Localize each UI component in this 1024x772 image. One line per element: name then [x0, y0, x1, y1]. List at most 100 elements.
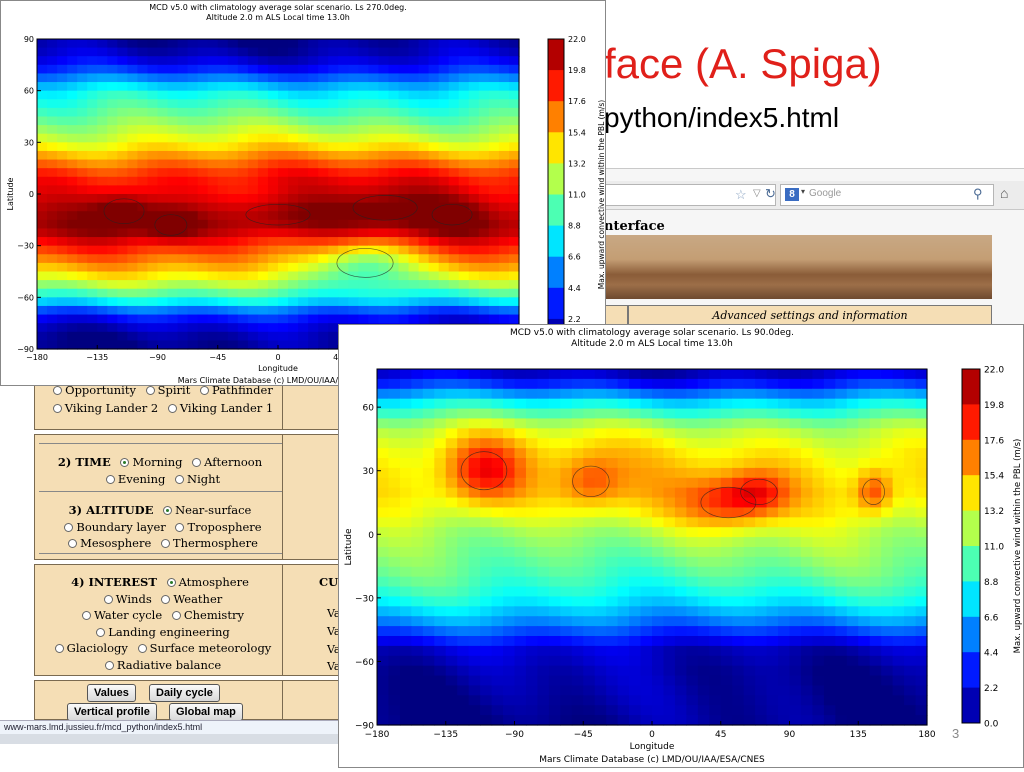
global-map-button[interactable]: Global map: [169, 703, 243, 721]
radio-radiative-balance[interactable]: [104, 661, 114, 670]
heatmap-cell: [288, 39, 299, 49]
heatmap-cell: [755, 418, 768, 429]
heatmap-cell: [408, 280, 420, 290]
radio-opportunity[interactable]: [53, 386, 63, 395]
heatmap-cell: [686, 428, 699, 439]
heatmap-cell: [846, 547, 859, 558]
heatmap-cell: [823, 655, 836, 667]
heatmap-cell: [571, 408, 584, 420]
radio-boundary-layer[interactable]: [64, 523, 74, 532]
heatmap-cell: [428, 219, 440, 230]
heatmap-cell: [388, 547, 401, 558]
heatmap-cell: [328, 219, 339, 230]
heatmap-cell: [217, 194, 229, 204]
heatmap-cell: [237, 73, 249, 83]
radio-atmosphere[interactable]: [166, 578, 176, 587]
radio-night[interactable]: [175, 475, 185, 484]
reload-icon[interactable]: ↻: [765, 186, 776, 201]
heatmap-cell: [800, 606, 814, 617]
heatmap-cell: [904, 517, 917, 528]
heatmap-cell: [388, 438, 401, 449]
heatmap-cell: [434, 705, 447, 716]
heatmap-cell: [468, 378, 481, 390]
heatmap-cell: [892, 586, 905, 598]
radio-afternoon[interactable]: [192, 458, 202, 467]
radio-pathfinder[interactable]: [199, 386, 209, 395]
heatmap-cell: [37, 39, 48, 49]
heatmap-cell: [438, 288, 450, 298]
heatmap-cell: [858, 576, 871, 588]
y-tick-label: 0: [368, 531, 374, 541]
heatmap-cell: [663, 448, 676, 459]
radio-chemistry[interactable]: [171, 611, 181, 620]
google-icon[interactable]: 8: [785, 188, 799, 201]
radio-viking-lander-1[interactable]: [167, 404, 177, 413]
heatmap-cell: [869, 606, 882, 617]
heatmap-cell: [411, 636, 424, 647]
water-cycle-label: Water cycle: [94, 608, 163, 622]
heatmap-cell: [686, 626, 699, 637]
heatmap-cell: [308, 228, 319, 238]
engine-caret-icon[interactable]: ▾: [801, 187, 806, 196]
heatmap-cell: [57, 99, 68, 109]
heatmap-cell: [571, 645, 584, 657]
heatmap-cell: [227, 47, 239, 57]
heatmap-cell: [368, 56, 380, 66]
heatmap-cell: [388, 616, 401, 627]
heatmap-cell: [583, 477, 596, 489]
heatmap-cell: [904, 398, 917, 410]
heatmap-cell: [458, 150, 470, 161]
search-icon[interactable]: ⚲: [973, 186, 983, 201]
heatmap-cell: [117, 116, 128, 126]
heatmap-cell: [915, 428, 928, 439]
heatmap-cell: [915, 695, 928, 706]
radio-spirit[interactable]: [145, 386, 155, 395]
home-icon[interactable]: ⌂: [1000, 185, 1009, 201]
heatmap-cell: [560, 675, 573, 687]
radio-weather[interactable]: [161, 595, 171, 604]
heatmap-cell: [377, 675, 390, 687]
chart-subtitle: Altitude 2.0 m ALS Local time 13.0h: [206, 13, 350, 22]
heatmap-cell: [468, 418, 481, 429]
radio-viking-lander-2[interactable]: [52, 404, 62, 413]
address-bar[interactable]: ☆ ▽ ↻: [604, 184, 776, 206]
radio-winds[interactable]: [103, 595, 113, 604]
heatmap-cell: [411, 408, 424, 420]
radio-surface-meteorology[interactable]: [137, 644, 147, 653]
radio-mesosphere[interactable]: [68, 539, 78, 548]
heatmap-cell: [652, 626, 665, 637]
heatmap-cell: [594, 576, 607, 588]
heatmap-cell: [835, 467, 848, 479]
heatmap-cell: [480, 705, 493, 716]
radio-near-surface[interactable]: [163, 506, 173, 515]
heatmap-cell: [217, 202, 229, 212]
heatmap-cell: [686, 715, 699, 726]
heatmap-cell: [137, 176, 149, 186]
radio-glaciology[interactable]: [54, 644, 64, 653]
heatmap-cell: [137, 47, 149, 57]
search-box[interactable]: 8 ▾ Google ⚲: [780, 184, 994, 206]
radio-thermosphere[interactable]: [160, 539, 170, 548]
values-button[interactable]: Values: [87, 684, 136, 702]
bookmark-star-icon[interactable]: ☆: [735, 187, 747, 202]
heatmap-cell: [117, 331, 128, 341]
daily-cycle-button[interactable]: Daily cycle: [149, 684, 220, 702]
heatmap-cell: [571, 665, 584, 677]
radio-morning[interactable]: [120, 458, 130, 467]
radio-landing-engineering[interactable]: [96, 628, 106, 637]
radio-troposphere[interactable]: [175, 523, 185, 532]
heatmap-cell: [197, 125, 209, 135]
heatmap-cell: [766, 438, 779, 449]
heatmap-cell: [411, 695, 424, 706]
heatmap-cell: [458, 305, 470, 316]
heatmap-cell: [257, 314, 269, 324]
heatmap-cell: [445, 388, 458, 400]
heatmap-cell: [823, 507, 836, 518]
radio-water-cycle[interactable]: [82, 611, 92, 620]
heatmap-cell: [418, 107, 430, 118]
heatmap-cell: [720, 606, 733, 617]
dropdown-arrow-icon[interactable]: ▽: [753, 188, 761, 199]
vertical-profile-button[interactable]: Vertical profile: [67, 703, 157, 721]
radio-evening[interactable]: [105, 475, 115, 484]
heatmap-cell: [571, 369, 584, 380]
